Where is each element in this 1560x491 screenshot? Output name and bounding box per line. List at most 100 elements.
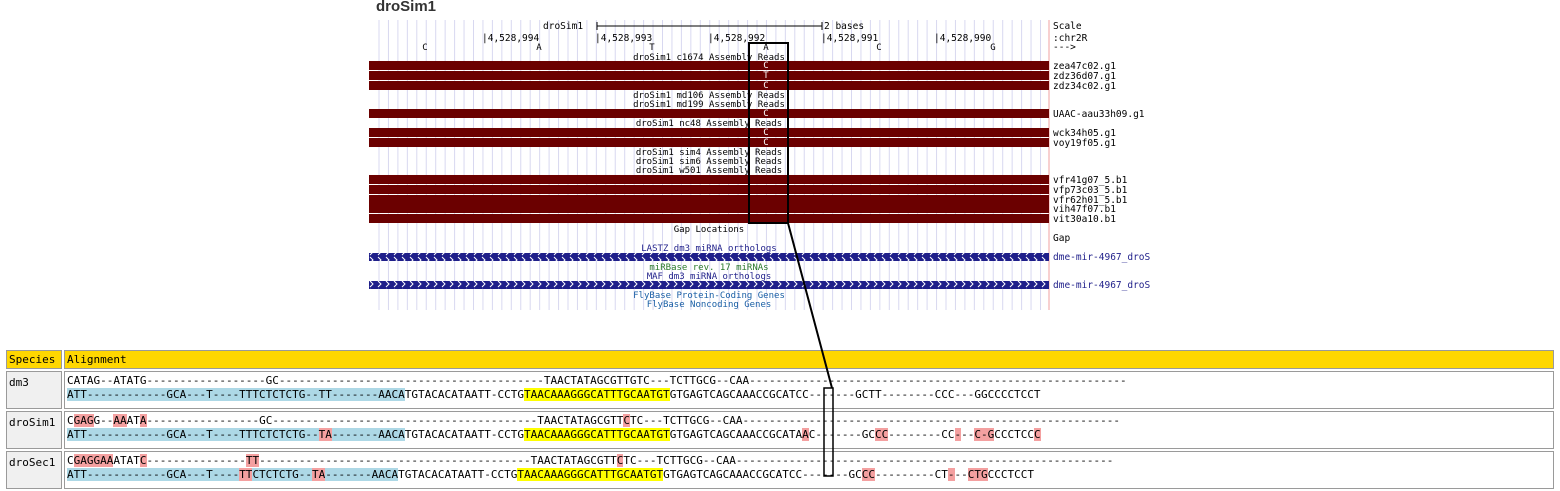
ruler-label-4: |4,528,991 bbox=[821, 33, 878, 44]
track-label-w501: droSim1 w501 Assembly Reads bbox=[636, 166, 782, 176]
sequence-segment: GTGAGTCAGCAAACCGCATCC-------GC bbox=[663, 468, 862, 481]
read-name[interactable]: vit30a10.b1 bbox=[1053, 214, 1116, 225]
sequence-line: ATT------------GCA---T----TTTCTCTCTG--TA… bbox=[67, 428, 1551, 442]
read-name[interactable]: zdz34c02.g1 bbox=[1053, 81, 1116, 92]
mirna-ortholog-name[interactable]: dme-mir-4967_droS bbox=[1053, 252, 1151, 263]
difference-segment: AA bbox=[100, 454, 114, 467]
sequence-segment: --------------- bbox=[146, 454, 246, 467]
scale-size-label: 2 bases bbox=[824, 21, 864, 32]
read-name[interactable]: vfr41g07_5.b1 bbox=[1053, 175, 1128, 186]
read-base: T bbox=[763, 71, 769, 81]
difference-segment: A bbox=[139, 414, 147, 427]
mirna-segment: TAACAAAGGGCATTTGCAATGT bbox=[523, 388, 670, 401]
species-header: Species bbox=[6, 350, 62, 369]
base-letter: G bbox=[990, 43, 995, 53]
scale-side-label: Scale bbox=[1053, 21, 1082, 32]
track-label-md199: droSim1 md199 Assembly Reads bbox=[633, 100, 785, 110]
read-name[interactable]: voy19f05.g1 bbox=[1053, 138, 1116, 149]
ruler-label-1: |4,528,994 bbox=[482, 33, 539, 44]
alignment-header-row: Species Alignment bbox=[6, 350, 1554, 369]
difference-segment: TT bbox=[245, 454, 260, 467]
base-letter: C bbox=[876, 43, 881, 53]
sequence-segment: TGTACACATAATT-CCTG bbox=[404, 388, 524, 401]
read-base: C bbox=[763, 109, 768, 119]
read-bar[interactable] bbox=[369, 185, 1049, 194]
read-row[interactable]: C bbox=[369, 128, 1049, 138]
mirna-ortholog-bar[interactable] bbox=[369, 253, 1049, 261]
sequence-line: CATAG--ATATG------------------GC--------… bbox=[67, 374, 1551, 388]
read-bar[interactable] bbox=[369, 175, 1049, 184]
read-base: C bbox=[763, 128, 768, 138]
read-row[interactable]: C bbox=[369, 81, 1049, 91]
gap-side-label: Gap bbox=[1053, 233, 1070, 244]
sequence-segment: -----------------GC---------------------… bbox=[146, 414, 624, 427]
highlight-box bbox=[748, 42, 789, 224]
utr-segment: ATT------------GCA---T---- bbox=[67, 468, 240, 481]
genome-browser-image[interactable]: droSim1 2 bases Scale |4,528,994 |4,528,… bbox=[0, 0, 1560, 320]
sequence-segment: CCCTCCT bbox=[987, 468, 1034, 481]
sequence-segment: GTGAGTCAGCAAACCGCATA bbox=[669, 428, 803, 441]
read-base: C bbox=[763, 81, 768, 91]
track-label-c1674: droSim1 c1674 Assembly Reads bbox=[633, 53, 785, 63]
mirna-segment: TAACAAAGGGCATTTGCAATGT bbox=[517, 468, 664, 481]
difference-segment: C bbox=[616, 454, 624, 467]
strand-arrow: ---> bbox=[1053, 42, 1076, 53]
difference-segment: - bbox=[947, 468, 955, 481]
read-bar[interactable] bbox=[369, 195, 1049, 204]
ruler-label-5: |4,528,990 bbox=[934, 33, 991, 44]
read-name[interactable]: UAAC-aau33h09.g1 bbox=[1053, 109, 1145, 120]
read-bar[interactable] bbox=[369, 214, 1049, 223]
read-name[interactable]: vih47f07.b1 bbox=[1053, 204, 1116, 215]
maf-ortholog-bar[interactable] bbox=[369, 281, 1049, 289]
table-row: droSec1 CGAGGAAATATC---------------TT---… bbox=[6, 451, 1554, 489]
species-name: droSec1 bbox=[6, 451, 62, 489]
read-name[interactable]: wck34h05.g1 bbox=[1053, 128, 1116, 139]
utr-segment: ATT------------GCA---T----TTTCTCTCTG--TT… bbox=[67, 388, 405, 401]
browser-title: droSim1 bbox=[376, 0, 437, 15]
track-label-nc48: droSim1 nc48 Assembly Reads bbox=[636, 119, 782, 129]
utr-segment: -------AACA bbox=[331, 428, 405, 441]
read-row[interactable]: C bbox=[369, 61, 1049, 71]
track-label-sim6: droSim1 sim6 Assembly Reads bbox=[636, 157, 782, 167]
difference-segment: CC bbox=[861, 468, 876, 481]
species-name: droSim1 bbox=[6, 411, 62, 449]
track-label-maf: MAF dm3 miRNA orthologs bbox=[647, 272, 772, 282]
read-row[interactable]: C bbox=[369, 138, 1049, 148]
sequence-segment: TC---TCTTGCG--CAA-----------------------… bbox=[629, 414, 1121, 427]
read-name[interactable]: vfr62h01_5.b1 bbox=[1053, 195, 1128, 206]
sequence-segment: AT bbox=[126, 414, 140, 427]
read-name[interactable]: vfp73c03_5.b1 bbox=[1053, 185, 1128, 196]
utr-segment: CTCTCTG-- bbox=[252, 468, 313, 481]
read-name[interactable]: zdz36d07.g1 bbox=[1053, 71, 1116, 82]
sequence-segment: TC---TCTTGCG--CAA-----------------------… bbox=[623, 454, 1114, 467]
difference-segment: - bbox=[954, 428, 962, 441]
sequence-segment: CATAG--ATATG------------------GC--------… bbox=[67, 374, 1127, 387]
sequence-segment: ----------------------------------------… bbox=[259, 454, 617, 467]
ruler-label-3: |4,528,992 bbox=[708, 33, 765, 44]
difference-segment: AA bbox=[113, 414, 127, 427]
scale-assembly-label: droSim1 bbox=[543, 21, 583, 32]
base-letter: A bbox=[536, 43, 542, 53]
sequence-segment: TGTACACATAATT-CCTG bbox=[398, 468, 518, 481]
track-label-gap: Gap Locations bbox=[674, 225, 744, 235]
base-letter: C bbox=[422, 43, 427, 53]
difference-segment: TA bbox=[312, 468, 326, 481]
read-name[interactable]: zea47c02.g1 bbox=[1053, 61, 1116, 72]
sequence-segment: ATAT bbox=[113, 454, 140, 467]
read-row[interactable]: T bbox=[369, 71, 1049, 81]
sequence-line: CGAGGAAATATC---------------TT-----------… bbox=[67, 454, 1551, 468]
alignment-cell: CGAGG--AAATA-----------------GC---------… bbox=[64, 411, 1554, 449]
sequence-segment: G-- bbox=[93, 414, 114, 427]
species-name: dm3 bbox=[6, 371, 62, 409]
difference-segment: GAGG bbox=[73, 454, 101, 467]
sequence-segment: GTGAGTCAGCAAACCGCATCC-------GCTT--------… bbox=[669, 388, 1041, 401]
read-row[interactable]: C bbox=[369, 109, 1049, 119]
maf-ortholog-name[interactable]: dme-mir-4967_droS bbox=[1053, 280, 1151, 291]
read-bar[interactable] bbox=[369, 204, 1049, 213]
ruler-label-2: |4,528,993 bbox=[595, 33, 652, 44]
track-label-sim4: droSim1 sim4 Assembly Reads bbox=[636, 148, 782, 158]
sequence-segment: C-------GC bbox=[808, 428, 876, 441]
alignment-table: Species Alignment dm3 CATAG--ATATG------… bbox=[4, 348, 1556, 491]
table-row: dm3 CATAG--ATATG------------------GC----… bbox=[6, 371, 1554, 409]
difference-segment: C bbox=[139, 454, 147, 467]
